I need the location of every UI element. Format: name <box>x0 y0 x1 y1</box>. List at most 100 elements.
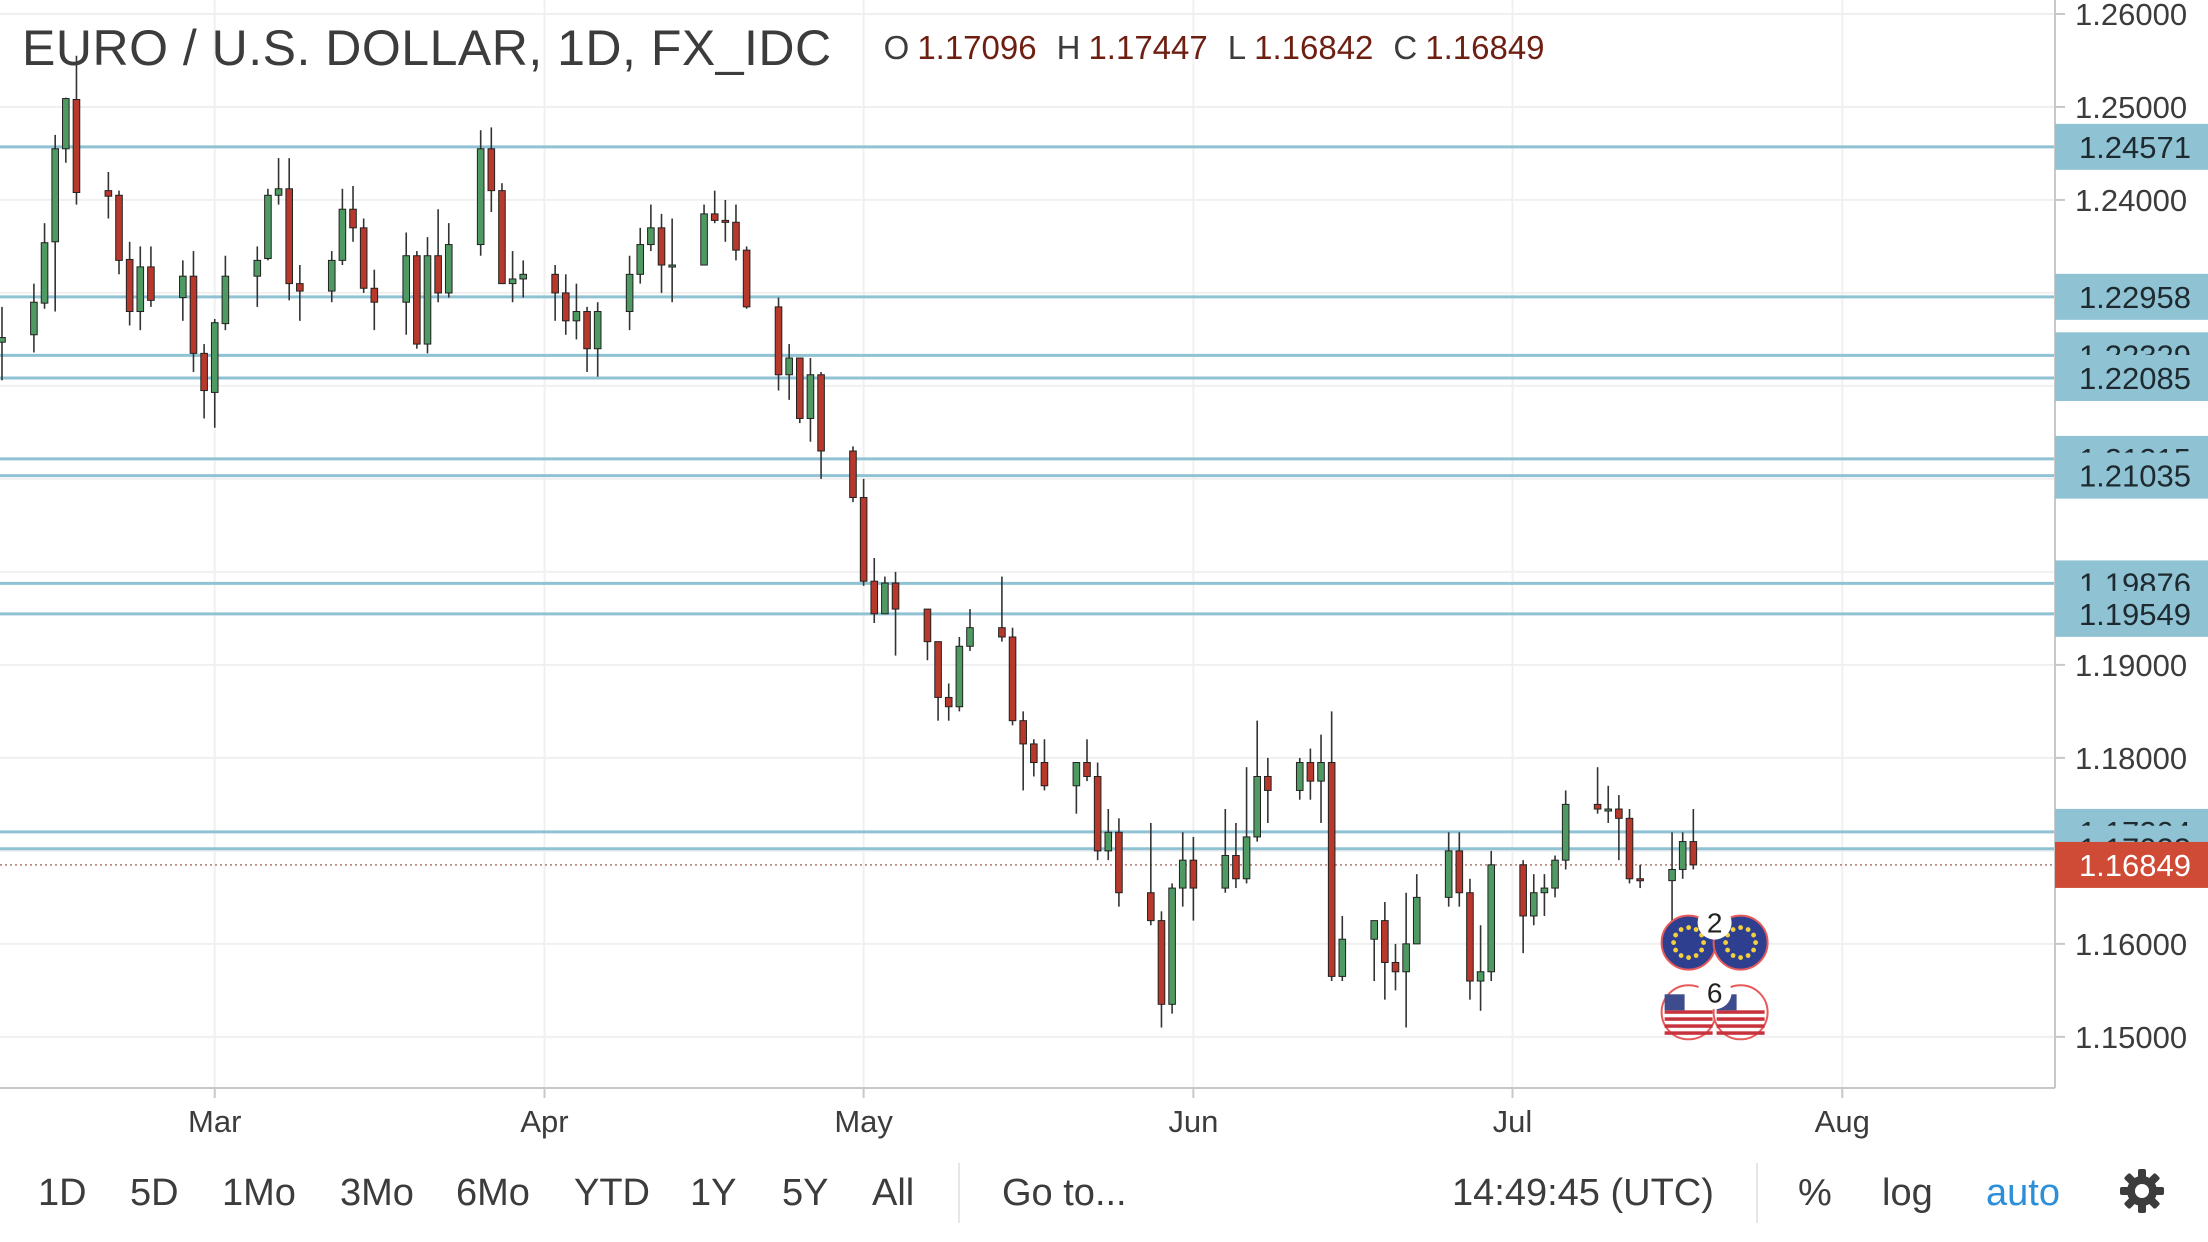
candle-body <box>72 99 81 193</box>
event-marker: 2 <box>1660 905 1769 971</box>
candle <box>1178 832 1187 907</box>
candle <box>179 260 187 321</box>
candle <box>30 283 38 353</box>
candle <box>1593 767 1602 814</box>
candle <box>998 576 1006 642</box>
candle <box>413 251 421 349</box>
candle <box>955 636 964 712</box>
eu-star <box>1730 953 1736 958</box>
candle <box>944 683 953 721</box>
us-stripe <box>1716 1010 1765 1014</box>
price-tick-label: 1.26000 <box>2075 0 2187 32</box>
goto-button[interactable]: Go to... <box>1002 1172 1127 1214</box>
candle <box>498 183 506 285</box>
candle-body <box>1402 943 1410 973</box>
range-1y-button[interactable]: 1Y <box>690 1172 737 1214</box>
range-3mo-button[interactable]: 3Mo <box>340 1172 414 1214</box>
candle-body <box>1519 864 1527 917</box>
candle-body <box>1381 920 1389 963</box>
range-5y-button[interactable]: 5Y <box>782 1172 829 1214</box>
candle <box>1455 832 1464 907</box>
candle <box>1189 836 1198 921</box>
candle <box>1636 864 1644 889</box>
candle <box>732 204 740 261</box>
candle <box>264 188 272 261</box>
price-tick-label: 1.16000 <box>2075 927 2187 962</box>
level-price-label-bg <box>2055 355 2208 402</box>
range-6mo-button[interactable]: 6Mo <box>456 1172 530 1214</box>
candle-body <box>955 645 964 708</box>
event-count-badge <box>1697 905 1732 940</box>
time-tick-label: Jul <box>1493 1104 1533 1139</box>
low-label: L <box>1227 29 1247 66</box>
candle-body <box>1444 850 1453 898</box>
candle <box>1529 874 1538 926</box>
candle-body <box>1168 887 1176 1005</box>
symbol-title[interactable]: EURO / U.S. DOLLAR, 1D, FX_IDC <box>22 20 832 76</box>
open-label: O <box>883 29 910 66</box>
candle-body <box>498 190 506 285</box>
candle-body <box>221 275 230 325</box>
open-value: 1.17096 <box>917 29 1037 66</box>
candle-body <box>327 259 336 292</box>
us-stripe <box>1664 1031 1713 1035</box>
candle-body <box>423 255 432 345</box>
candle <box>1019 711 1027 791</box>
candle-body <box>796 357 804 419</box>
range-1mo-button[interactable]: 1Mo <box>222 1172 296 1214</box>
economic-events[interactable]: 26 <box>1660 905 1769 1041</box>
candle <box>210 318 219 428</box>
time-tick-label: Aug <box>1815 1104 1870 1139</box>
candle-body <box>1593 803 1602 810</box>
candle-body <box>62 98 70 150</box>
candle <box>136 246 145 331</box>
eu-star <box>1693 953 1699 958</box>
eu-star <box>1699 947 1704 953</box>
candle <box>1391 943 1400 991</box>
eu-star <box>1738 925 1744 930</box>
candle-body <box>1317 762 1325 782</box>
range-1d-button[interactable]: 1D <box>38 1172 87 1214</box>
candle <box>349 185 357 242</box>
candle-body <box>125 258 134 313</box>
candle-body <box>1157 920 1166 1005</box>
candle-body <box>732 221 740 251</box>
percent-toggle[interactable]: % <box>1798 1172 1832 1214</box>
candle <box>402 232 411 335</box>
candle <box>1253 720 1261 842</box>
candle <box>817 371 825 479</box>
range-5d-button[interactable]: 5D <box>130 1172 179 1214</box>
candle-body <box>636 244 645 275</box>
candle-body <box>1083 762 1091 777</box>
event-marker: 6 <box>1660 975 1769 1041</box>
candle-body <box>1551 859 1559 889</box>
candle-body <box>1232 855 1240 880</box>
gear-icon[interactable] <box>2118 1167 2166 1215</box>
time-tick-label: Mar <box>188 1104 241 1139</box>
range-all-button[interactable]: All <box>872 1172 915 1214</box>
candle-body <box>476 148 485 246</box>
candle <box>1232 822 1240 889</box>
candle <box>561 274 570 335</box>
candle-body <box>115 194 123 261</box>
candle <box>1115 818 1123 907</box>
level-price-label-bg <box>2055 452 2208 499</box>
candle <box>551 265 559 321</box>
candle-body <box>1689 841 1698 866</box>
candle-body <box>1040 762 1049 787</box>
range-ytd-button[interactable]: YTD <box>574 1172 650 1214</box>
auto-toggle[interactable]: auto <box>1986 1172 2060 1214</box>
candle-body <box>264 194 272 260</box>
level-price-label: 1.22958 <box>2055 273 2208 320</box>
candle-body <box>657 227 666 266</box>
utc-clock[interactable]: 14:49:45 (UTC) <box>1452 1172 1714 1214</box>
log-toggle[interactable]: log <box>1882 1172 1933 1214</box>
candle <box>1072 762 1081 814</box>
candle-body <box>721 219 730 223</box>
candle <box>115 190 123 275</box>
candle <box>0 306 6 381</box>
candle-body <box>338 208 347 261</box>
event-count-badge <box>1697 975 1732 1010</box>
level-price-label-bg <box>2055 590 2208 637</box>
candlestick-chart[interactable]: 1.26000 1.25000 1.24000 1.19000 1.18000 1.160… <box>0 0 2208 1145</box>
